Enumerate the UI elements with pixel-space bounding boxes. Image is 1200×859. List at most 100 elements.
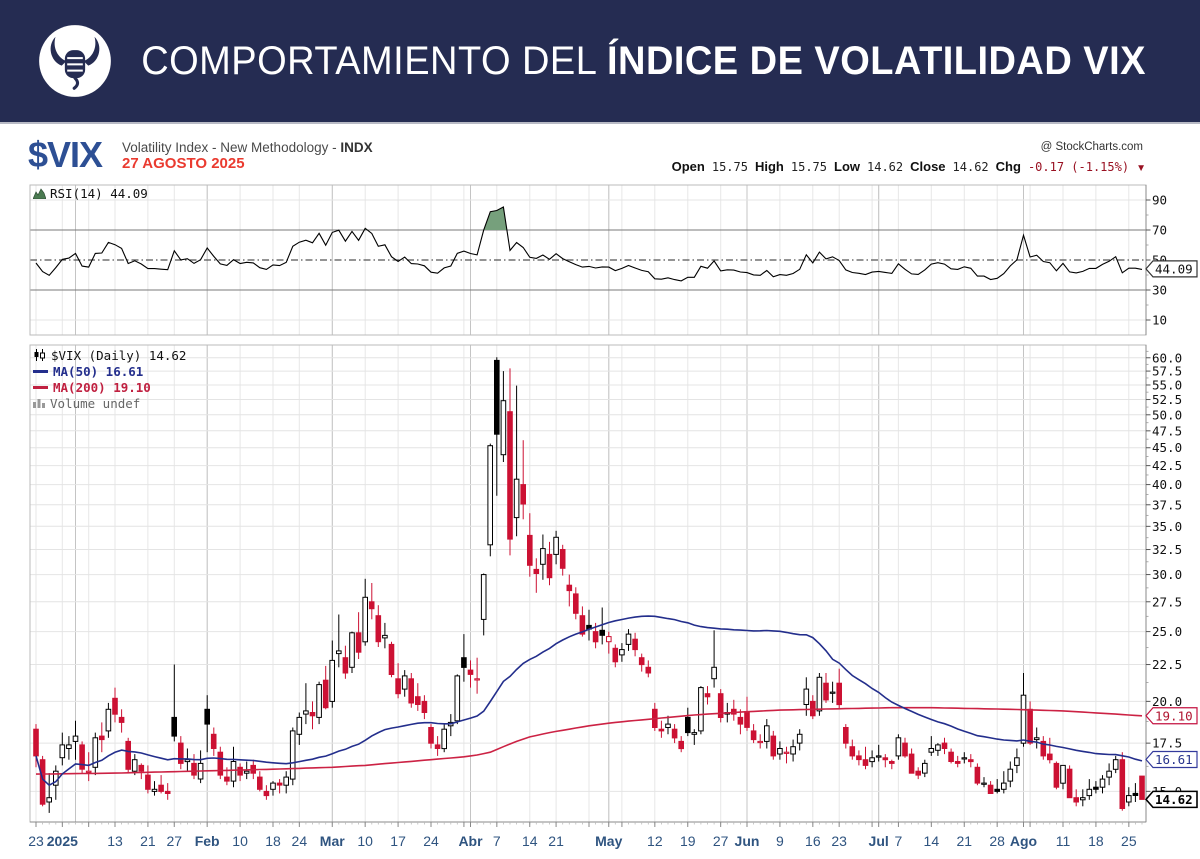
svg-text:90: 90 xyxy=(1152,193,1167,208)
svg-text:10: 10 xyxy=(232,833,248,849)
ticker-symbol: $VIX xyxy=(28,134,103,175)
change-down-icon: ▼ xyxy=(1136,163,1146,174)
svg-text:30.0: 30.0 xyxy=(1152,567,1182,582)
svg-text:23: 23 xyxy=(831,833,847,849)
svg-text:22.5: 22.5 xyxy=(1152,657,1182,672)
svg-text:May: May xyxy=(595,833,622,849)
svg-text:55.0: 55.0 xyxy=(1152,377,1182,392)
svg-text:20.0: 20.0 xyxy=(1152,694,1182,709)
svg-text:Ago: Ago xyxy=(1010,833,1037,849)
svg-text:12: 12 xyxy=(647,833,663,849)
svg-text:9: 9 xyxy=(776,833,784,849)
volume-bars-icon xyxy=(33,399,45,408)
open-label: Open xyxy=(671,159,705,174)
svg-text:10: 10 xyxy=(1152,313,1167,328)
svg-text:24: 24 xyxy=(423,833,439,849)
axis-marker: 14.62 xyxy=(1144,790,1198,809)
svg-text:28: 28 xyxy=(989,833,1005,849)
legend-row-vix: $VIX (Daily) 14.62 xyxy=(33,347,186,363)
svg-text:Abr: Abr xyxy=(458,833,483,849)
main-legend: $VIX (Daily) 14.62 MA(50) 16.61 MA(200) … xyxy=(33,347,186,411)
svg-text:21: 21 xyxy=(140,833,156,849)
ma50-line-icon xyxy=(33,369,48,373)
page-title-regular: COMPORTAMIENTO DEL xyxy=(141,38,596,83)
low-value: 14.62 xyxy=(867,160,904,174)
legend-volume-text: Volume undef xyxy=(50,395,141,411)
series-description: Volatility Index - New Methodology - xyxy=(122,140,337,155)
svg-text:30: 30 xyxy=(1152,283,1167,298)
rsi-panel xyxy=(30,199,1146,321)
ma200-line xyxy=(35,706,1143,775)
svg-text:17: 17 xyxy=(390,833,406,849)
svg-text:70: 70 xyxy=(1152,223,1167,238)
svg-text:45.0: 45.0 xyxy=(1152,440,1182,455)
svg-text:32.5: 32.5 xyxy=(1152,542,1182,557)
bull-icon xyxy=(39,25,111,97)
y-axis: 15.017.520.022.525.027.530.032.535.037.5… xyxy=(1146,193,1182,799)
svg-text:57.5: 57.5 xyxy=(1152,364,1182,379)
brand-logo xyxy=(36,22,114,100)
svg-text:27.5: 27.5 xyxy=(1152,594,1182,609)
legend-ma200-text: MA(200) 19.10 xyxy=(53,379,151,395)
svg-text:19: 19 xyxy=(680,833,696,849)
svg-text:35.0: 35.0 xyxy=(1152,519,1182,534)
exchange-label: INDX xyxy=(340,140,373,155)
watermark: @ StockCharts.com xyxy=(1040,141,1143,153)
high-value: 15.75 xyxy=(790,160,827,174)
svg-text:11: 11 xyxy=(1056,833,1071,849)
chart-date: 27 AGOSTO 2025 xyxy=(122,155,245,172)
axis-marker: 19.10 xyxy=(1145,707,1198,725)
svg-text:Jun: Jun xyxy=(735,833,760,849)
svg-text:17.5: 17.5 xyxy=(1152,736,1182,751)
x-axis: 23 2025 13 21 27 Feb 10 18 24 Mar 10 17 24 Abr 7 14 21 Ma… xyxy=(28,821,1146,849)
svg-text:42.5: 42.5 xyxy=(1152,458,1182,473)
svg-text:14: 14 xyxy=(522,833,538,849)
series-description-block: Volatility Index - New Methodology - IND… xyxy=(122,140,373,171)
rsi-legend-text: RSI(14) 44.09 xyxy=(50,186,148,201)
svg-text:16.61: 16.61 xyxy=(1155,752,1193,767)
svg-text:25: 25 xyxy=(1121,833,1137,849)
svg-text:7: 7 xyxy=(895,833,903,849)
legend-row-ma50: MA(50) 16.61 xyxy=(33,363,186,379)
svg-text:27: 27 xyxy=(713,833,729,849)
page-title-bold: ÍNDICE DE VOLATILIDAD VIX xyxy=(606,38,1146,83)
svg-text:25.0: 25.0 xyxy=(1152,624,1182,639)
low-label: Low xyxy=(834,159,860,174)
svg-text:14: 14 xyxy=(924,833,940,849)
axis-marker: 16.61 xyxy=(1145,750,1198,769)
svg-text:10: 10 xyxy=(357,833,373,849)
svg-text:14.62: 14.62 xyxy=(1155,792,1193,807)
svg-text:19.10: 19.10 xyxy=(1155,708,1193,723)
page-title: COMPORTAMIENTO DEL ÍNDICE DE VOLATILIDAD… xyxy=(141,39,1174,84)
candles xyxy=(33,357,1145,813)
open-value: 15.75 xyxy=(711,160,748,174)
svg-text:50.0: 50.0 xyxy=(1152,407,1182,422)
chg-label: Chg xyxy=(995,159,1021,174)
high-label: High xyxy=(754,159,784,174)
close-value: 14.62 xyxy=(952,160,989,174)
svg-text:Mar: Mar xyxy=(320,833,345,849)
svg-text:44.09: 44.09 xyxy=(1155,261,1193,276)
ma50-line xyxy=(35,615,1143,787)
svg-text:2025: 2025 xyxy=(47,833,78,849)
svg-text:47.5: 47.5 xyxy=(1152,423,1182,438)
legend-vix-text: $VIX (Daily) 14.62 xyxy=(51,347,187,363)
svg-text:13: 13 xyxy=(107,833,123,849)
svg-text:7: 7 xyxy=(493,833,501,849)
chg-value: -0.17 (-1.15%) xyxy=(1027,160,1130,174)
legend-row-ma200: MA(200) 19.10 xyxy=(33,379,186,395)
svg-text:52.5: 52.5 xyxy=(1152,392,1182,407)
svg-text:60.0: 60.0 xyxy=(1152,350,1182,365)
close-label: Close xyxy=(910,159,946,174)
svg-text:16: 16 xyxy=(805,833,821,849)
ma200-line-icon xyxy=(33,385,48,389)
axis-marker: 44.09 xyxy=(1145,260,1198,278)
svg-text:23: 23 xyxy=(28,833,44,849)
indicator-area-icon xyxy=(33,188,46,199)
svg-text:Feb: Feb xyxy=(195,833,220,849)
legend-ma50-text: MA(50) 16.61 xyxy=(53,363,144,379)
header-banner: COMPORTAMIENTO DEL ÍNDICE DE VOLATILIDAD… xyxy=(0,0,1200,122)
candlestick-icon xyxy=(34,349,45,361)
svg-text:27: 27 xyxy=(166,833,182,849)
